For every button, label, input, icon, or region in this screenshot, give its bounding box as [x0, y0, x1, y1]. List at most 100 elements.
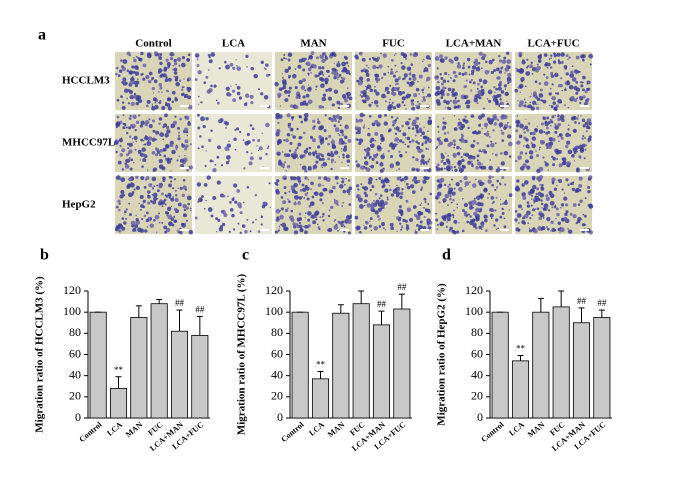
- cell: [473, 211, 478, 216]
- cell: [382, 182, 385, 185]
- cell: [526, 66, 529, 69]
- cell: [444, 214, 449, 219]
- cell: [176, 159, 179, 162]
- cell: [158, 184, 163, 189]
- cell: [380, 154, 385, 160]
- cell: [218, 119, 222, 123]
- cell: [213, 84, 217, 88]
- cell: [166, 102, 171, 107]
- cell: [379, 218, 381, 220]
- cell: [555, 217, 557, 220]
- cell: [447, 131, 450, 134]
- cell: [414, 230, 418, 234]
- cell: [297, 201, 301, 205]
- cell: [343, 55, 348, 59]
- cell: [466, 220, 470, 224]
- cell: [371, 56, 375, 59]
- cell: [290, 209, 294, 213]
- cell: [560, 227, 565, 233]
- y-tick-label: 40: [69, 367, 81, 381]
- cell: [341, 77, 346, 81]
- cell: [133, 161, 135, 164]
- cell: [570, 70, 574, 75]
- cell: [415, 182, 418, 185]
- cell: [365, 221, 369, 225]
- cell: [536, 125, 538, 128]
- cell: [261, 132, 263, 135]
- scale-bar: [340, 105, 349, 107]
- cell: [156, 53, 159, 56]
- cell: [347, 164, 349, 167]
- cell: [177, 187, 179, 190]
- cell: [566, 161, 571, 165]
- cell: [406, 185, 411, 190]
- cell: [472, 206, 475, 209]
- cell: [177, 131, 180, 134]
- cell: [322, 219, 325, 222]
- cell: [583, 136, 587, 140]
- cell: [439, 89, 445, 95]
- cell: [451, 169, 454, 172]
- cell: [456, 145, 460, 150]
- cell: [115, 150, 118, 154]
- cell: [263, 94, 269, 100]
- cell: [205, 117, 209, 121]
- cell: [277, 92, 282, 98]
- cell: [545, 196, 550, 201]
- cell: [402, 141, 405, 144]
- cell: [439, 73, 442, 76]
- cell: [534, 208, 537, 210]
- cell: [341, 140, 345, 145]
- cell: [589, 63, 592, 66]
- cell: [544, 120, 548, 124]
- cell: [347, 231, 351, 235]
- cell: [438, 183, 443, 188]
- cell: [408, 77, 412, 81]
- cell: [279, 214, 284, 220]
- cell: [228, 159, 230, 162]
- cell: [186, 58, 190, 62]
- cell: [578, 176, 583, 181]
- cell: [380, 76, 384, 80]
- cell: [170, 205, 173, 208]
- cell: [206, 175, 211, 180]
- cell: [121, 66, 127, 71]
- cell: [372, 64, 377, 70]
- cell: [529, 64, 533, 69]
- cell: [163, 66, 168, 71]
- bar: [372, 324, 391, 419]
- cell: [279, 105, 281, 107]
- cell: [524, 101, 527, 104]
- cell: [402, 54, 407, 59]
- cell: [501, 139, 505, 142]
- cell: [355, 128, 358, 131]
- cell: [125, 208, 128, 211]
- error-bar: [578, 307, 585, 323]
- cell: [389, 222, 394, 227]
- cell: [472, 199, 477, 205]
- cell: [389, 98, 391, 101]
- cell: [453, 219, 458, 224]
- cell: [278, 228, 280, 230]
- cell: [276, 179, 280, 183]
- cell: [474, 58, 479, 63]
- cell: [277, 229, 280, 232]
- cell: [472, 131, 476, 135]
- scale-bar: [500, 167, 509, 169]
- cell: [202, 124, 206, 129]
- cell: [422, 58, 425, 61]
- bar: [572, 322, 591, 419]
- cell: [264, 67, 267, 71]
- cell: [495, 228, 498, 230]
- cell: [492, 115, 498, 121]
- cell: [530, 93, 532, 95]
- cell: [539, 88, 543, 92]
- cell: [314, 150, 317, 153]
- cell: [388, 101, 391, 104]
- cell: [292, 155, 297, 160]
- cell: [381, 221, 386, 226]
- cell: [462, 197, 464, 200]
- cell: [488, 175, 492, 179]
- cell: [208, 88, 213, 93]
- cell: [492, 176, 494, 178]
